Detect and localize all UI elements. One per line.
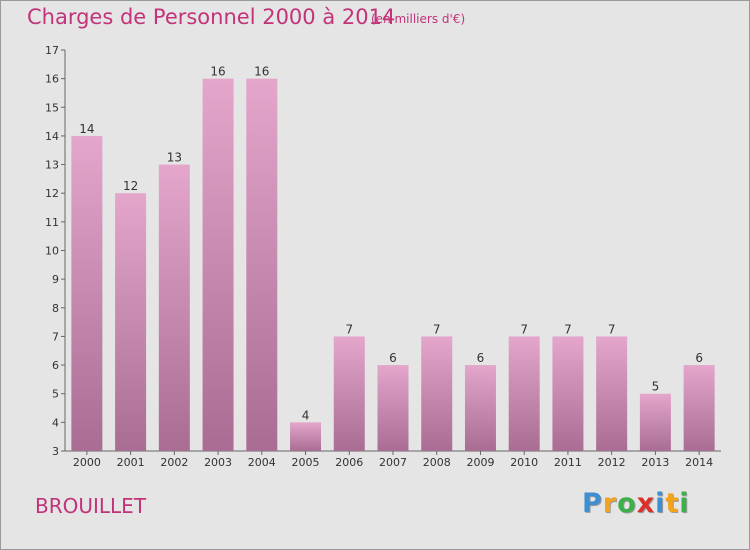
bar-value-label: 13 (167, 151, 182, 165)
logo-letter: x (636, 488, 656, 519)
bar-value-label: 6 (389, 351, 397, 365)
y-tick-label: 14 (45, 130, 59, 143)
y-tick-label: 3 (52, 445, 59, 458)
bar-2012 (596, 336, 628, 451)
bar-value-label: 12 (123, 179, 138, 193)
bar-2004 (246, 78, 278, 452)
bar-value-label: 16 (210, 65, 225, 79)
bar-2006 (333, 336, 365, 451)
y-tick-label: 10 (45, 245, 59, 258)
x-tick-label: 2011 (554, 456, 582, 469)
bar-value-label: 7 (608, 322, 616, 336)
commune-name: BROUILLET (35, 494, 147, 518)
bar-2011 (552, 336, 584, 451)
bar-2003 (202, 78, 234, 452)
bar-value-label: 4 (302, 408, 310, 422)
y-tick-label: 9 (52, 273, 59, 286)
y-tick-label: 11 (45, 216, 59, 229)
x-tick-label: 2006 (335, 456, 363, 469)
y-tick-label: 16 (45, 73, 59, 86)
bar-2009 (464, 365, 496, 451)
x-tick-label: 2010 (510, 456, 538, 469)
y-tick-label: 5 (52, 388, 59, 401)
bar-2007 (377, 365, 409, 451)
bar-value-label: 7 (433, 322, 441, 336)
x-tick-label: 2013 (641, 456, 669, 469)
chart-title: Charges de Personnel 2000 à 2014 (27, 5, 396, 29)
logo-letter: t (665, 488, 680, 519)
logo-letter: r (602, 488, 618, 519)
bar-value-label: 6 (477, 351, 485, 365)
y-tick-label: 17 (45, 44, 59, 57)
bar-2000 (71, 135, 103, 451)
y-tick-label: 12 (45, 187, 59, 200)
bar-2008 (421, 336, 453, 451)
x-tick-label: 2007 (379, 456, 407, 469)
x-tick-label: 2001 (117, 456, 145, 469)
proxiti-logo[interactable]: Proxiti (582, 488, 690, 519)
x-tick-label: 2003 (204, 456, 232, 469)
y-tick-label: 4 (52, 416, 59, 429)
bar-value-label: 7 (345, 322, 353, 336)
x-tick-label: 2009 (466, 456, 494, 469)
bar-2002 (158, 164, 190, 452)
bar-2013 (639, 393, 671, 451)
bar-2001 (115, 193, 147, 451)
y-tick-label: 15 (45, 101, 59, 114)
bar-value-label: 7 (564, 322, 572, 336)
logo-letter: P (582, 488, 603, 519)
y-tick-label: 7 (52, 330, 59, 343)
y-tick-label: 6 (52, 359, 59, 372)
chart-subtitle: (en milliers d'€) (371, 12, 466, 26)
logo-letter: i (655, 488, 666, 519)
bar-value-label: 14 (79, 122, 94, 136)
bar-2005 (290, 422, 322, 451)
x-tick-label: 2008 (423, 456, 451, 469)
bar-2010 (508, 336, 540, 451)
x-tick-label: 2012 (598, 456, 626, 469)
x-tick-label: 2004 (248, 456, 276, 469)
x-tick-label: 2002 (160, 456, 188, 469)
x-tick-label: 2005 (292, 456, 320, 469)
bar-value-label: 16 (254, 65, 269, 79)
logo-letter: i (679, 488, 690, 519)
x-tick-label: 2014 (685, 456, 713, 469)
logo-letter: o (617, 488, 637, 519)
bar-2014 (683, 365, 715, 451)
y-tick-label: 13 (45, 159, 59, 172)
x-tick-label: 2000 (73, 456, 101, 469)
bar-value-label: 6 (695, 351, 703, 365)
y-tick-label: 8 (52, 302, 59, 315)
bar-value-label: 7 (520, 322, 528, 336)
bar-value-label: 5 (652, 380, 660, 394)
